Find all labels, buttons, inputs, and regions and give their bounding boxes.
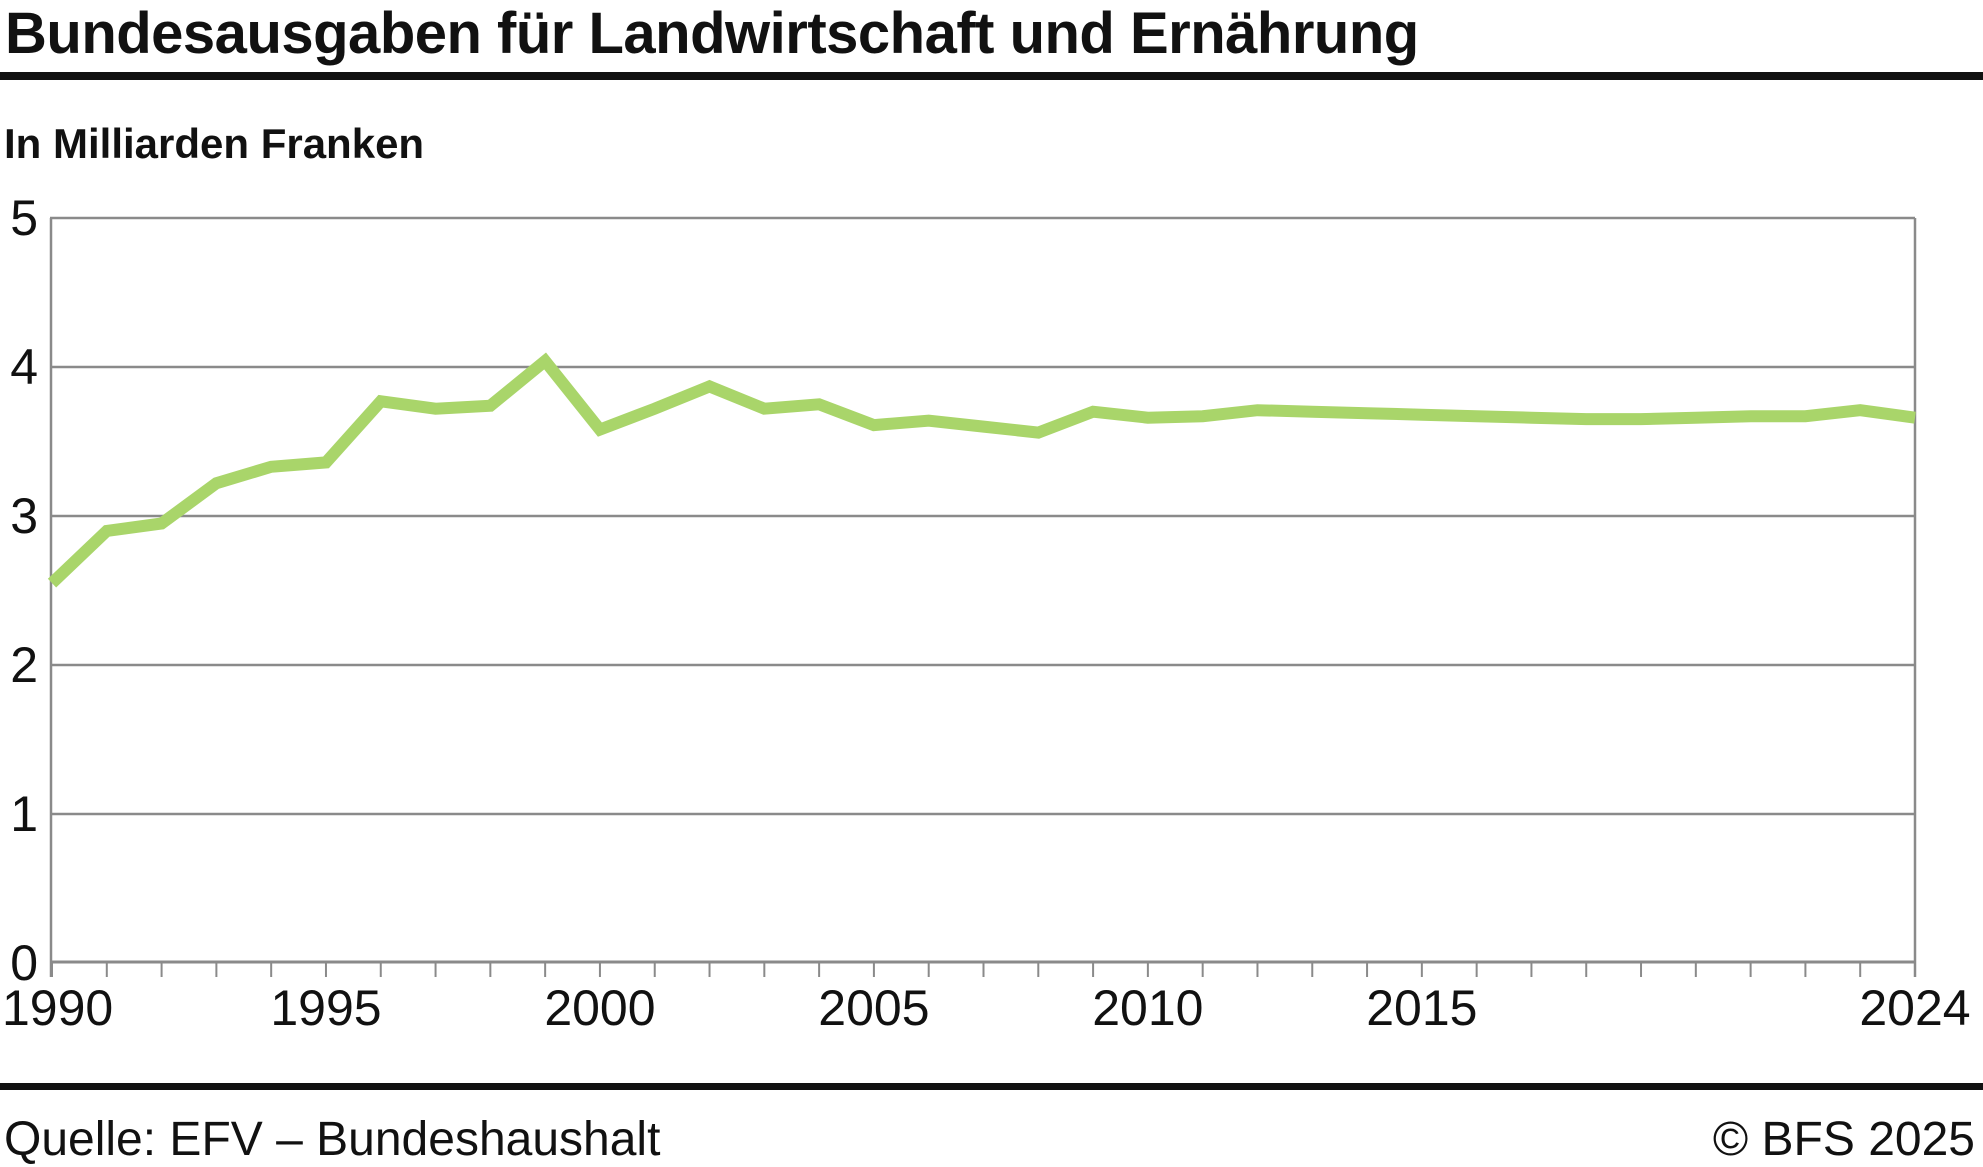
- y-axis-label: 0: [10, 935, 38, 991]
- title-divider-rule: [0, 72, 1983, 80]
- x-axis-label: 1995: [270, 980, 381, 1036]
- footer-divider-rule: [0, 1083, 1983, 1090]
- data-line: [47, 352, 1916, 588]
- y-axis-label: 2: [10, 637, 38, 693]
- x-axis-label: 2015: [1366, 980, 1477, 1036]
- source-note: Quelle: EFV – Bundeshaushalt: [4, 1113, 661, 1166]
- x-axis-label: 2010: [1092, 980, 1203, 1036]
- y-axis-label: 3: [10, 488, 38, 544]
- y-axis-label: 4: [10, 339, 38, 395]
- x-axis-label: 2024: [1859, 980, 1970, 1036]
- y-axis-label: 1: [10, 786, 38, 842]
- x-axis-label: 2000: [544, 980, 655, 1036]
- x-axis-label: 1990: [2, 980, 113, 1036]
- y-axis-label: 5: [10, 190, 38, 246]
- x-axis-label: 2005: [818, 980, 929, 1036]
- chart-unit-label: In Milliarden Franken: [4, 120, 425, 167]
- page-title: Bundesausgaben für Landwirtschaft und Er…: [5, 1, 1419, 66]
- copyright-note: © BFS 2025: [1712, 1113, 1975, 1166]
